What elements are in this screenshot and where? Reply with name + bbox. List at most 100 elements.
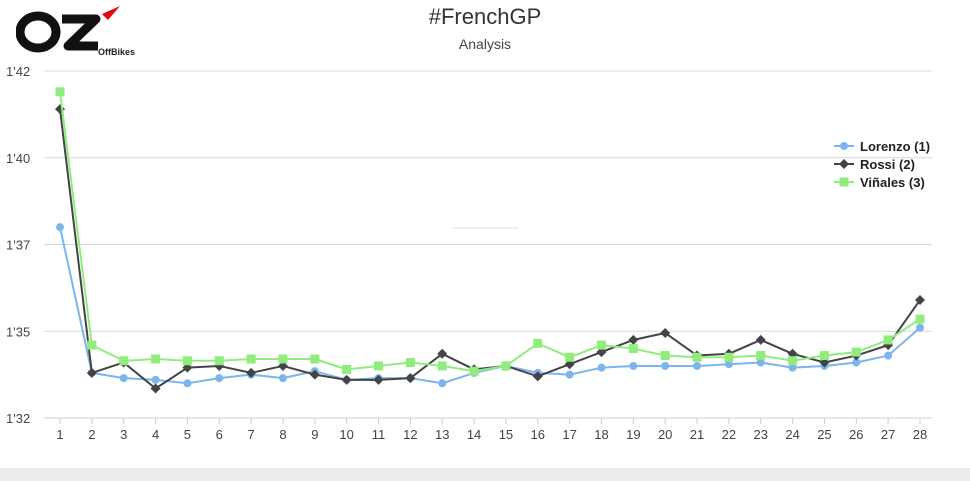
- data-point[interactable]: [724, 360, 733, 369]
- data-point[interactable]: [341, 374, 352, 385]
- data-point[interactable]: [596, 340, 606, 350]
- data-point[interactable]: [373, 374, 384, 385]
- x-tick-label: 13: [435, 427, 449, 442]
- data-point[interactable]: [278, 354, 288, 364]
- data-point[interactable]: [119, 374, 128, 383]
- x-tick-label: 16: [531, 427, 545, 442]
- x-tick-label: 24: [785, 427, 799, 442]
- data-point[interactable]: [883, 335, 893, 345]
- series-3: [55, 87, 925, 376]
- data-point[interactable]: [852, 358, 861, 367]
- data-point[interactable]: [405, 373, 416, 384]
- data-point[interactable]: [55, 87, 65, 97]
- legend-marker: [834, 177, 854, 187]
- data-point[interactable]: [438, 379, 447, 388]
- data-point[interactable]: [788, 363, 797, 372]
- data-point[interactable]: [150, 383, 161, 394]
- x-tick-label: 6: [216, 427, 223, 442]
- data-point[interactable]: [788, 356, 798, 366]
- data-point[interactable]: [628, 334, 639, 345]
- data-point[interactable]: [756, 358, 765, 367]
- data-point[interactable]: [916, 323, 924, 332]
- x-tick-label: 21: [690, 427, 704, 442]
- data-point[interactable]: [87, 340, 97, 350]
- data-point[interactable]: [660, 327, 671, 338]
- data-point[interactable]: [756, 351, 766, 361]
- data-point[interactable]: [532, 371, 543, 382]
- data-point[interactable]: [278, 374, 287, 383]
- data-point[interactable]: [310, 354, 320, 364]
- data-point[interactable]: [215, 374, 224, 383]
- data-point[interactable]: [405, 357, 415, 367]
- y-tick-label: 1'40: [6, 151, 30, 166]
- x-tick-label: 14: [467, 427, 481, 442]
- data-point[interactable]: [533, 338, 543, 348]
- data-point[interactable]: [628, 344, 638, 354]
- data-point[interactable]: [819, 351, 829, 361]
- data-point[interactable]: [597, 363, 606, 372]
- y-tick-label: 1'32: [6, 411, 30, 426]
- chart-subtitle: Analysis: [458, 36, 512, 52]
- x-tick-label: 8: [279, 427, 286, 442]
- logo-mark: [15, 6, 120, 53]
- y-tick-label: 1'35: [6, 324, 30, 339]
- x-tick-label: 23: [754, 427, 768, 442]
- data-point[interactable]: [119, 356, 129, 366]
- y-axis: 1'32 1'35 1'37 1'40 1'42: [6, 64, 30, 426]
- x-tick-label: 25: [817, 427, 831, 442]
- data-point[interactable]: [565, 370, 574, 379]
- data-point[interactable]: [661, 361, 670, 370]
- data-point[interactable]: [469, 366, 479, 376]
- legend-item[interactable]: Lorenzo (1): [834, 137, 930, 155]
- grid-lines: [44, 70, 932, 419]
- legend-marker: [834, 159, 854, 169]
- legend-label: Viñales (3): [860, 174, 925, 190]
- x-tick-label: 20: [658, 427, 672, 442]
- chart-title: #FrenchGP: [428, 4, 542, 29]
- data-point[interactable]: [56, 223, 64, 232]
- legend-item[interactable]: Rossi (2): [834, 155, 930, 173]
- x-tick-label: 3: [120, 427, 127, 442]
- data-point[interactable]: [884, 351, 893, 360]
- data-point[interactable]: [183, 379, 192, 388]
- data-point[interactable]: [246, 354, 256, 364]
- x-tick-label: 27: [881, 427, 895, 442]
- data-point[interactable]: [309, 369, 320, 380]
- series-2: [55, 104, 925, 394]
- data-point[interactable]: [565, 352, 575, 362]
- y-tick-label: 1'42: [6, 64, 30, 79]
- legend-marker: [834, 142, 854, 150]
- data-point[interactable]: [915, 295, 925, 306]
- series-line: [59, 91, 921, 373]
- legend-label: Rossi (2): [860, 156, 915, 172]
- data-point[interactable]: [374, 361, 384, 371]
- x-tick-label: 26: [849, 427, 863, 442]
- legend-item[interactable]: Viñales (3): [834, 173, 930, 191]
- data-point[interactable]: [342, 364, 352, 374]
- data-point[interactable]: [915, 314, 925, 324]
- data-point[interactable]: [214, 356, 224, 366]
- data-point[interactable]: [693, 361, 702, 370]
- data-point[interactable]: [437, 361, 447, 371]
- x-tick-label: 9: [311, 427, 318, 442]
- data-point[interactable]: [692, 352, 702, 362]
- data-point[interactable]: [151, 354, 161, 364]
- data-point[interactable]: [182, 356, 192, 366]
- x-tick-label: 22: [722, 427, 736, 442]
- series-line: [59, 109, 921, 390]
- data-point[interactable]: [629, 361, 638, 370]
- data-point[interactable]: [724, 352, 734, 362]
- data-point[interactable]: [86, 367, 97, 378]
- data-point[interactable]: [151, 375, 160, 384]
- data-point[interactable]: [660, 351, 670, 361]
- data-point[interactable]: [437, 348, 448, 359]
- data-point[interactable]: [755, 334, 766, 345]
- data-point[interactable]: [246, 367, 257, 378]
- x-tick-label: 15: [499, 427, 513, 442]
- x-tick-label: 5: [184, 427, 191, 442]
- x-tick-label: 2: [88, 427, 95, 442]
- data-point[interactable]: [851, 347, 861, 357]
- data-point[interactable]: [501, 361, 511, 371]
- x-tick-label: 18: [594, 427, 608, 442]
- bottom-strip: [0, 468, 970, 481]
